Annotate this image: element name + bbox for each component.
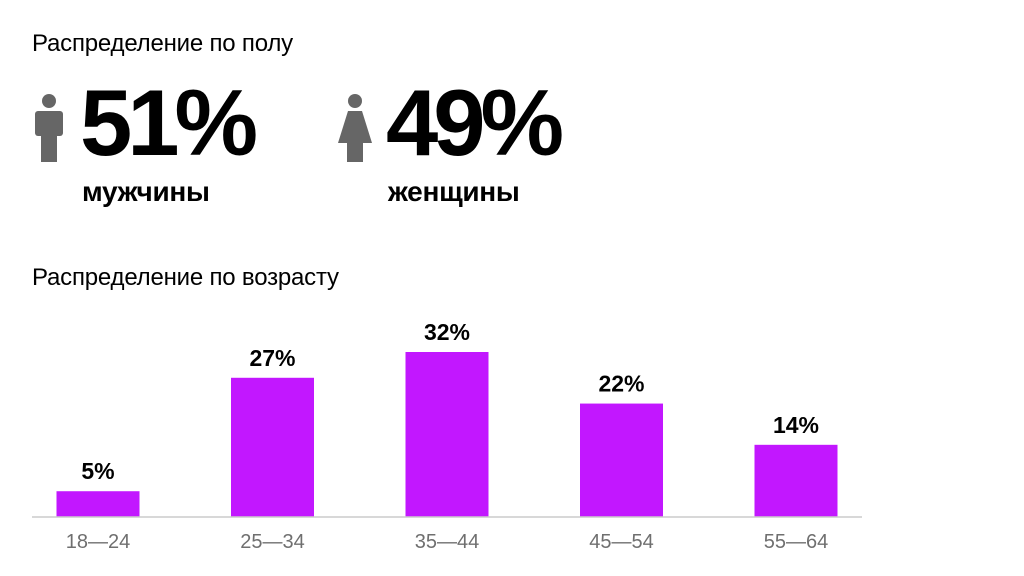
female-percent: 49% xyxy=(386,70,564,175)
x-tick-label: 45—54 xyxy=(589,531,654,553)
female-person-icon xyxy=(338,94,372,162)
x-tick-label: 18—24 xyxy=(66,531,131,553)
male-person-icon xyxy=(35,94,63,162)
x-tick-label: 35—44 xyxy=(415,531,480,553)
male-label: мужчины xyxy=(82,176,210,207)
bar-25—34 xyxy=(231,377,314,517)
x-tick-label: 25—34 xyxy=(240,531,305,553)
bar-55—64 xyxy=(754,444,838,517)
male-percent: 51% xyxy=(80,70,258,175)
x-tick-label: 55—64 xyxy=(764,531,829,553)
bar-35—44 xyxy=(405,352,489,517)
bar-value-label: 32% xyxy=(424,319,470,345)
bar-value-label: 27% xyxy=(249,345,295,371)
bar-value-label: 14% xyxy=(773,412,819,438)
bar-value-label: 5% xyxy=(81,458,114,484)
bars-layer xyxy=(56,352,838,517)
bar-18—24 xyxy=(56,491,140,517)
age-section-title: Распределение по возрасту xyxy=(32,264,339,291)
labels-layer: 5% 18—24 27% 25—34 32% 35—44 22% 45—54 14% 55—64 xyxy=(66,319,829,553)
bar-value-label: 22% xyxy=(598,371,644,397)
age-bar-chart: 5% 18—24 27% 25—34 32% 35—44 22% 45—54 14% 55—64 xyxy=(32,319,862,553)
female-label: женщины xyxy=(388,176,520,207)
bar-45—54 xyxy=(580,403,663,517)
gender-section-title: Распределение по полу xyxy=(32,30,293,57)
